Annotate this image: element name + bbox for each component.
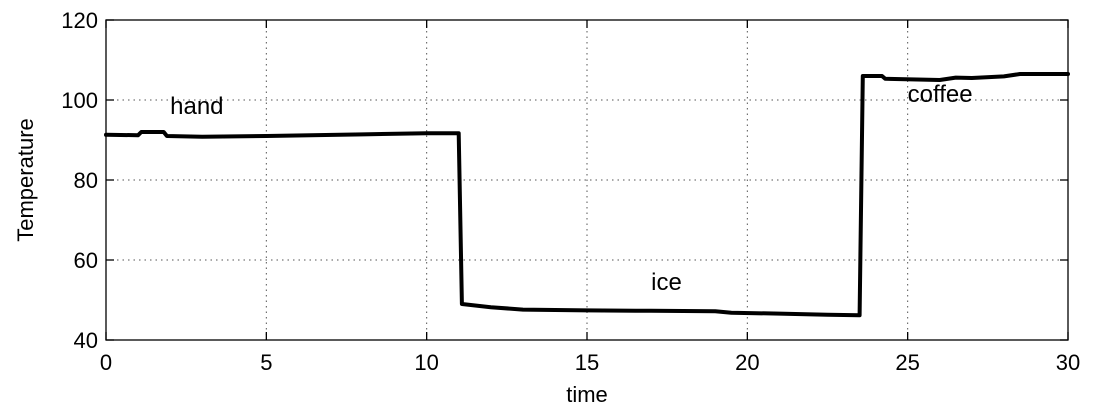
y-tick-label: 40 (74, 328, 98, 353)
y-tick-label: 100 (61, 88, 98, 113)
annotation-ice: ice (651, 269, 682, 296)
x-tick-label: 15 (575, 350, 599, 375)
axis-ticks: 0 5 10 15 20 25 30 40 60 80 100 120 (61, 8, 1080, 375)
x-tick-label: 10 (414, 350, 438, 375)
y-axis-title: Temperature (13, 118, 38, 242)
x-axis-title: time (566, 382, 608, 407)
x-tick-label: 25 (895, 350, 919, 375)
temperature-series-line (104, 72, 1070, 318)
annotations: hand ice coffee (170, 81, 972, 296)
y-tick-label: 80 (74, 168, 98, 193)
annotation-hand: hand (170, 93, 223, 120)
grid (106, 20, 1068, 340)
x-tick-label: 30 (1056, 350, 1080, 375)
y-tick-label: 60 (74, 248, 98, 273)
x-tick-label: 0 (100, 350, 112, 375)
y-tick-label: 120 (61, 8, 98, 33)
series-layer (104, 72, 1070, 318)
annotation-coffee: coffee (908, 81, 973, 108)
x-tick-label: 5 (260, 350, 272, 375)
plot-frame (105, 19, 1069, 341)
x-tick-label: 20 (735, 350, 759, 375)
